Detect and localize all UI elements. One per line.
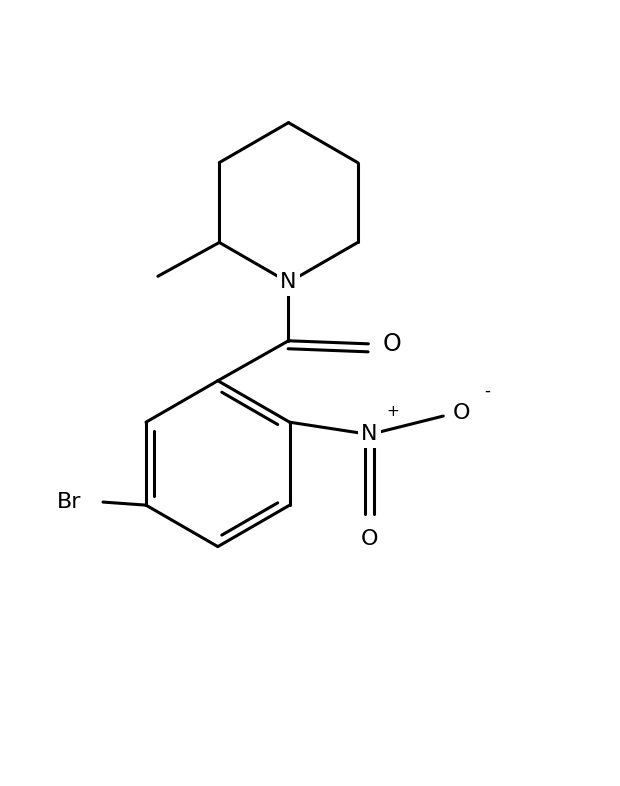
Text: N: N xyxy=(361,424,378,444)
Text: N: N xyxy=(280,273,297,292)
Text: -: - xyxy=(485,381,490,399)
Text: +: + xyxy=(386,404,399,419)
Text: O: O xyxy=(453,403,471,423)
Text: Br: Br xyxy=(57,492,81,512)
Text: O: O xyxy=(383,332,401,356)
Text: O: O xyxy=(361,529,378,549)
